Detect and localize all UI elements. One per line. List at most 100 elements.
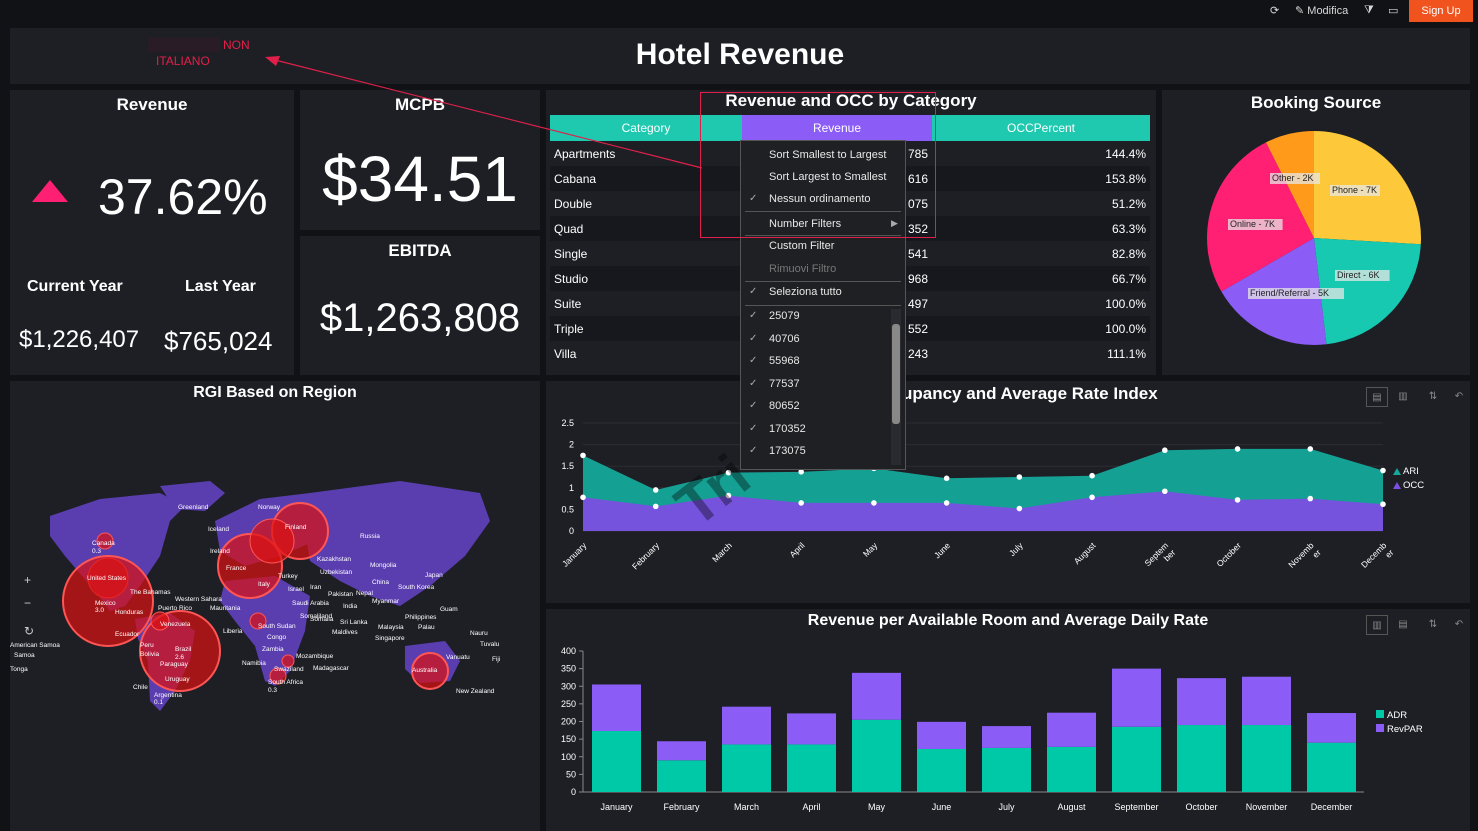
dropdown-item[interactable]: ✓ Seleziona tutto [741,286,891,304]
bar-revpar[interactable] [722,706,771,745]
edit-button[interactable]: ✎ Modifica [1295,5,1349,17]
bar-adr[interactable] [787,744,836,792]
sign-up-button[interactable]: Sign Up [1409,0,1473,22]
bar-revpar[interactable] [1047,712,1096,747]
bar-adr[interactable] [592,731,641,792]
bar-adr[interactable] [852,719,901,792]
checkmark-icon[interactable]: ✓ [749,355,758,366]
map-zoom-out-button[interactable]: − [24,596,32,610]
legend-swatch[interactable] [1393,468,1401,475]
checkmark-icon[interactable]: ✓ [749,445,758,456]
data-point[interactable] [943,475,950,482]
filter-value-item[interactable]: ✓ 25079 [741,310,887,328]
bar-adr[interactable] [722,744,771,792]
column-filter-dropdown[interactable]: Sort Smallest to Largest Sort Largest to … [740,140,906,470]
filter-value-item[interactable]: ✓ 55968 [741,355,887,373]
legend-swatch[interactable] [1376,710,1384,718]
data-point[interactable] [943,500,950,506]
bar-revpar[interactable] [1177,678,1226,726]
data-point[interactable] [871,500,877,506]
sort-icon[interactable]: ⇅ [1422,615,1444,635]
column-header-occpercent[interactable]: OCCPercent [932,115,1150,141]
area-chart-toggle-icon[interactable]: ▤ [1366,387,1388,407]
dropdown-item[interactable]: ✓ Nessun ordinamento [741,193,891,211]
filter-value-item[interactable]: ✓ 40706 [741,333,887,351]
filter-value-item[interactable]: ✓ 170352 [741,423,887,441]
bar-chart-toggle-icon[interactable]: ▥ [1366,615,1388,635]
data-point[interactable] [1380,501,1386,508]
undo-icon[interactable]: ↶ [1448,387,1470,407]
map-zoom-in-button[interactable]: + [24,573,32,587]
bar-adr[interactable] [917,748,966,792]
data-point[interactable] [798,500,804,506]
data-point[interactable] [1307,495,1314,502]
pie-slice[interactable] [1314,238,1421,345]
dropdown-item[interactable]: Sort Smallest to Largest [741,149,891,167]
data-point[interactable] [1234,446,1241,452]
checkmark-icon[interactable]: ✓ [749,400,758,411]
bar-adr[interactable] [1112,726,1161,792]
data-point[interactable] [1089,472,1095,479]
data-point[interactable] [1380,467,1386,474]
checkmark-icon[interactable]: ✓ [749,332,758,344]
comment-icon[interactable]: ▭ [1388,5,1399,17]
world-map[interactable]: Greenland Iceland Norway Finland Russia Irela… [10,381,540,831]
table-row[interactable]: Single 541 82.8% [550,241,1150,266]
bar-adr[interactable] [1242,725,1291,792]
data-point[interactable] [1089,494,1095,501]
legend-swatch[interactable] [1376,724,1384,732]
refresh-icon[interactable]: ⟳ [1270,5,1280,17]
data-point[interactable] [1307,446,1314,452]
legend-label[interactable]: ADR [1387,710,1407,721]
bar-revpar[interactable] [1307,713,1356,743]
data-point[interactable] [1162,488,1168,495]
map-reset-button[interactable]: ↻ [24,624,35,638]
data-point[interactable] [652,503,659,510]
bar-revpar[interactable] [1242,676,1291,726]
bar-revpar[interactable] [982,726,1031,748]
undo-icon[interactable]: ↶ [1448,615,1470,635]
column-header-revenue[interactable]: Revenue [742,115,932,141]
legend-label[interactable]: RevPAR [1387,724,1423,735]
bar-revpar[interactable] [852,672,901,720]
dropdown-item[interactable]: Custom Filter [741,240,891,258]
bar-revpar[interactable] [592,684,641,732]
checkmark-icon[interactable]: ✓ [749,422,758,434]
data-point[interactable] [652,487,659,493]
bar-adr[interactable] [1047,746,1096,792]
bar-revpar[interactable] [657,741,706,761]
dropdown-scrollbar[interactable] [891,309,901,465]
bar-adr[interactable] [657,760,706,792]
legend-label[interactable]: ARI [1403,466,1419,477]
pie-slice[interactable] [1265,131,1314,238]
legend-swatch[interactable] [1393,482,1401,489]
data-point[interactable] [580,494,586,501]
bar-adr[interactable] [1307,742,1356,792]
data-point[interactable] [725,492,732,499]
bar-revpar[interactable] [787,713,836,745]
checkmark-icon[interactable]: ✓ [749,310,758,321]
filter-value-item[interactable]: ✓ 77537 [741,378,887,396]
filter-off-icon[interactable]: ⧩ [1364,4,1374,16]
data-point[interactable] [580,452,586,459]
data-point[interactable] [1016,474,1023,480]
pie-slice[interactable] [1207,142,1314,292]
dropdown-item[interactable]: Number Filters ▶ [741,218,898,236]
checkmark-icon[interactable]: ✓ [749,377,758,389]
data-point[interactable] [1162,447,1168,454]
data-point[interactable] [1016,505,1023,512]
legend-label[interactable]: OCC [1403,480,1424,491]
data-point[interactable] [798,469,804,475]
data-point[interactable] [725,469,732,476]
filter-value-item[interactable]: ✓ 80652 [741,400,887,418]
dropdown-scrollbar-thumb[interactable] [892,324,900,424]
bar-adr[interactable] [1177,725,1226,792]
dropdown-item[interactable]: Sort Largest to Smallest [741,171,891,189]
bar-adr[interactable] [982,747,1031,792]
bar-chart-toggle-icon[interactable]: ▥ [1392,387,1414,407]
data-point[interactable] [1234,497,1241,503]
filter-value-item[interactable]: ✓ 173075 [741,445,887,463]
bar-revpar[interactable] [917,721,966,749]
sort-icon[interactable]: ⇅ [1422,387,1444,407]
bar-revpar[interactable] [1112,668,1161,727]
